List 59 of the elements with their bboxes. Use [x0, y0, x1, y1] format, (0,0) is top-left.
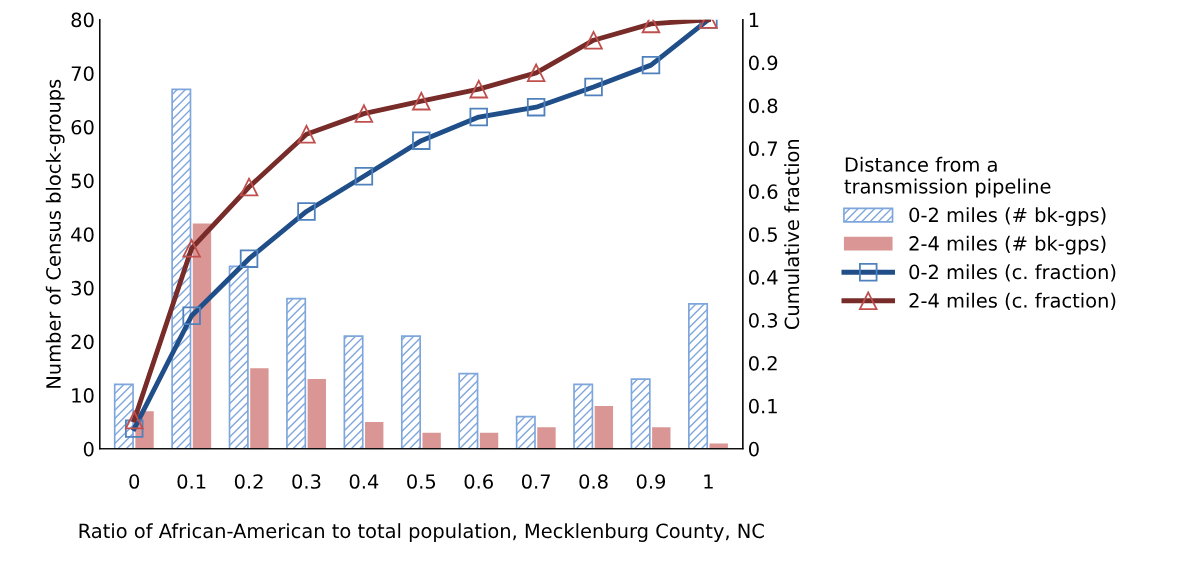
- bar: [515, 415, 536, 449]
- y2-tick-label: 1: [749, 12, 759, 28]
- y2-tick-label: 0.5: [748, 227, 777, 242]
- y-tick-label: 10: [72, 388, 94, 403]
- legend-label: 0-2 miles (c. fraction): [909, 264, 1116, 282]
- bar: [573, 383, 594, 449]
- bar: [479, 432, 499, 449]
- y2-tick-label: 0.2: [748, 355, 777, 371]
- x-tick-label: 0.2: [234, 474, 263, 489]
- y-tick-label: 80: [71, 12, 94, 28]
- bar: [192, 223, 212, 449]
- y-tick-label: 30: [71, 280, 94, 296]
- bar: [171, 88, 192, 449]
- y2-tick-label: 0: [748, 441, 759, 457]
- bar: [286, 297, 307, 449]
- bar: [250, 368, 269, 449]
- y-axis-title: Number of Census block-groups: [45, 79, 65, 388]
- y2-tick-label: 0.7: [748, 141, 777, 157]
- legend-title: Distance from a transmission pipeline: [844, 156, 1051, 198]
- x-tick-label: 1: [704, 474, 713, 489]
- bar: [652, 427, 671, 449]
- x-tick-label: 0: [129, 474, 140, 489]
- bar: [365, 421, 384, 449]
- legend-label: 0-2 miles (# bk-gps): [909, 207, 1106, 226]
- x-axis-title: Ratio of African-American to total population, Mecklenburg County, NC: [79, 523, 764, 542]
- bar: [400, 335, 421, 449]
- x-tick-label: 0.6: [464, 474, 493, 489]
- y2-tick-label: 0.1: [748, 398, 777, 414]
- y2-tick-label: 0.3: [748, 313, 778, 328]
- bar: [594, 405, 614, 449]
- y2-tick-label: 0.9: [748, 55, 778, 71]
- y-tick-label: 20: [71, 334, 94, 350]
- x-tick-label: 0.3: [292, 474, 321, 489]
- legend-label: 2-4 miles (c. fraction): [909, 292, 1116, 311]
- bar: [630, 378, 651, 449]
- y2-tick-label: 0.8: [748, 98, 778, 114]
- x-tick-label: 0.4: [349, 474, 379, 489]
- y-tick-label: 0: [83, 441, 94, 457]
- bar: [228, 265, 249, 449]
- y2-tick-label: 0.4: [748, 270, 778, 285]
- bar: [307, 379, 326, 449]
- y2-axis-title: Cumulative fraction: [784, 139, 800, 330]
- bar: [709, 443, 728, 449]
- x-tick-label: 0.7: [521, 474, 550, 489]
- x-tick-label: 0.1: [177, 474, 206, 489]
- legend-label: 2-4 miles (# bk-gps): [909, 235, 1106, 255]
- bar: [688, 303, 709, 449]
- x-tick-label: 0.9: [636, 474, 666, 489]
- x-tick-label: 0.5: [407, 474, 436, 489]
- y-tick-label: 70: [71, 66, 94, 81]
- y-tick-label: 40: [71, 227, 94, 242]
- bar: [458, 372, 479, 449]
- bar: [537, 427, 556, 449]
- bar: [422, 432, 441, 449]
- bar: [343, 335, 364, 449]
- y2-tick-label: 0.6: [748, 184, 778, 199]
- y-tick-label: 50: [71, 173, 94, 189]
- x-tick-label: 0.8: [579, 474, 608, 489]
- y-tick-label: 60: [71, 119, 94, 135]
